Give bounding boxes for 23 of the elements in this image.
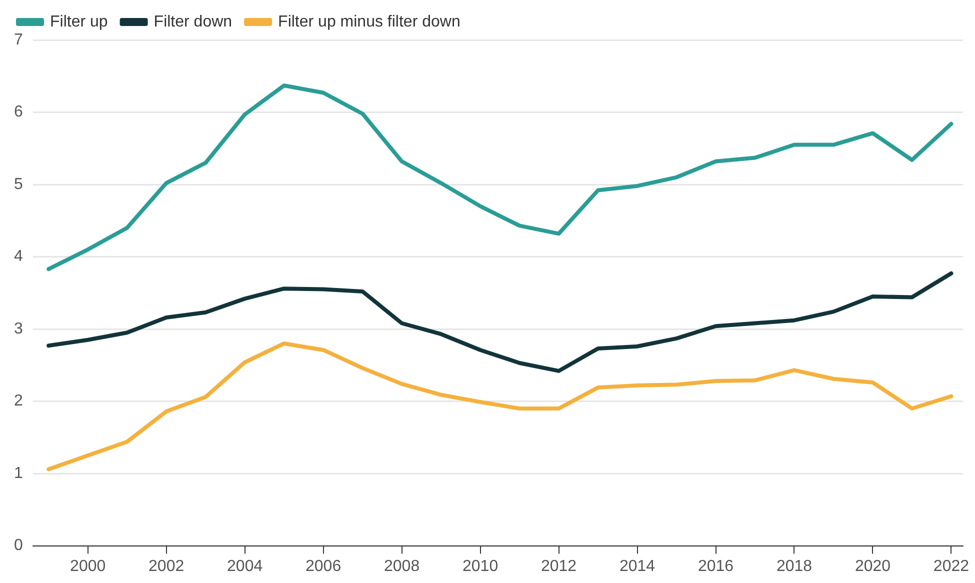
y-tick-label: 5 — [14, 176, 23, 193]
x-tick-label: 2008 — [384, 558, 420, 575]
y-tick-label: 0 — [14, 537, 23, 554]
x-tick-label: 2022 — [933, 558, 970, 575]
legend-label: Filter up minus filter down — [278, 13, 460, 30]
legend-label: Filter down — [154, 13, 232, 30]
x-tick-label: 2006 — [306, 558, 342, 575]
x-tick-label: 2004 — [227, 558, 263, 575]
x-tick-label: 2014 — [619, 558, 656, 575]
y-tick-label: 4 — [14, 248, 23, 266]
x-tick-label: 2000 — [70, 558, 106, 575]
x-tick-label: 2010 — [462, 558, 498, 575]
x-tick-label: 2012 — [540, 558, 577, 575]
y-tick-label: 3 — [14, 320, 23, 338]
y-tick-label: 2 — [14, 392, 23, 410]
y-tick-label: 7 — [14, 31, 23, 48]
y-tick-label: 6 — [14, 104, 23, 121]
y-tick-label: 1 — [14, 464, 23, 482]
x-tick-label: 2018 — [776, 558, 812, 575]
legend-label: Filter up — [50, 13, 108, 30]
x-tick-label: 2016 — [698, 558, 734, 575]
x-tick-label: 2002 — [148, 558, 184, 575]
x-tick-label: 2020 — [854, 558, 891, 575]
